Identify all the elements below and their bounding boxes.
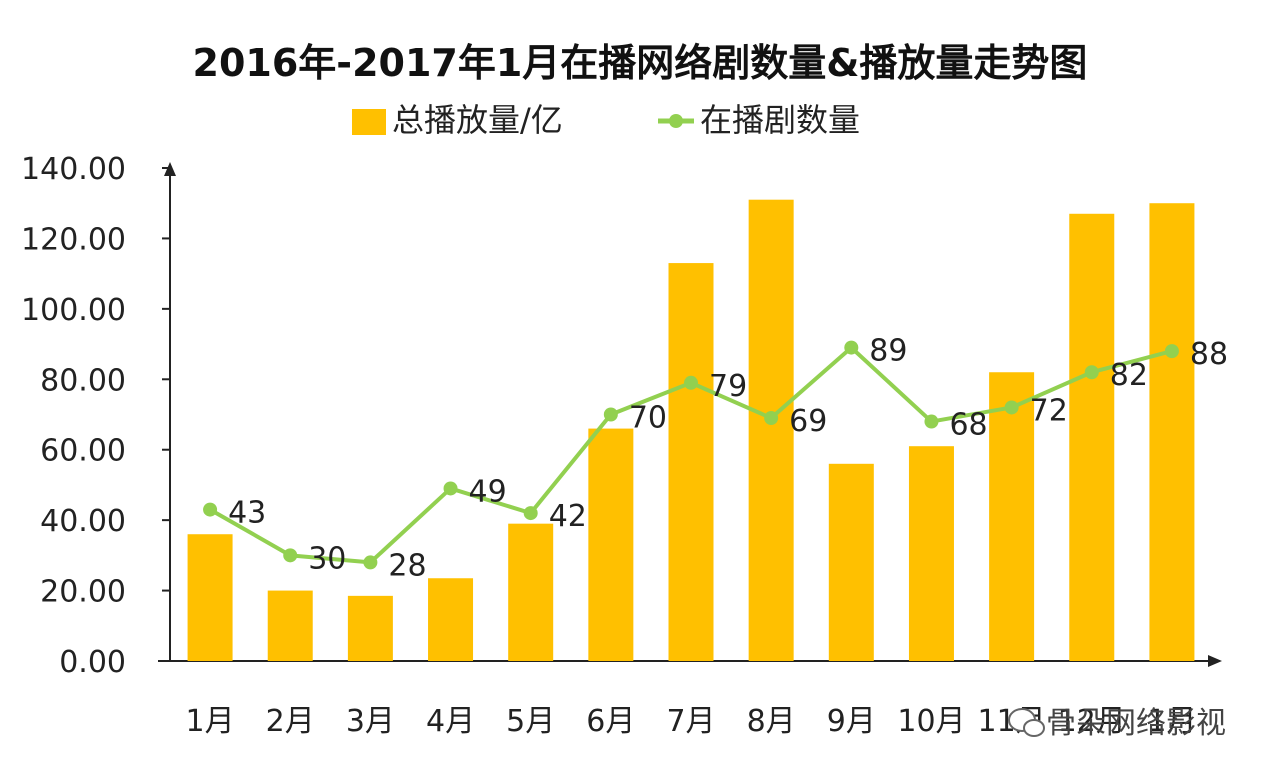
x-tick-label: 10月 <box>897 704 965 739</box>
line-point <box>924 414 939 429</box>
wechat-icon <box>1008 708 1045 737</box>
data-label: 43 <box>228 496 266 531</box>
watermark: 骨朵网络影视 <box>1008 706 1226 741</box>
bar <box>1069 213 1115 661</box>
data-label: 42 <box>549 499 587 534</box>
line-point <box>844 340 859 355</box>
bar <box>828 463 874 661</box>
y-tick-label: 140.00 <box>21 152 126 187</box>
legend: 总播放量/亿 在播剧数量 <box>352 101 860 139</box>
data-label: 30 <box>308 541 346 576</box>
bar <box>267 590 313 661</box>
chart-title: 2016年-2017年1月在播网络剧数量&播放量走势图 <box>193 41 1088 85</box>
x-tick-label: 3月 <box>346 704 395 739</box>
y-tick-label: 40.00 <box>40 504 126 539</box>
y-ticks: 0.00 20.00 40.00 60.00 80.00 100.00 120.00 140.… <box>21 152 170 680</box>
data-label: 69 <box>789 404 827 439</box>
y-tick-label: 20.00 <box>40 575 126 610</box>
line-point <box>1164 344 1179 359</box>
data-label: 28 <box>388 548 426 583</box>
line-point <box>684 375 698 390</box>
bar <box>428 578 474 661</box>
line-point <box>764 411 779 426</box>
x-tick-label: 5月 <box>506 704 555 739</box>
data-label: 79 <box>709 369 747 404</box>
watermark-text: 骨朵网络影视 <box>1046 706 1226 741</box>
y-tick-label: 0.00 <box>59 645 126 680</box>
bar <box>187 534 233 661</box>
data-label: 72 <box>1030 393 1068 428</box>
line-point <box>1004 400 1019 415</box>
x-axis-arrow <box>1208 655 1222 667</box>
data-label: 70 <box>629 401 667 436</box>
y-tick-label: 80.00 <box>40 363 126 398</box>
x-tick-label: 1月 <box>1147 704 1196 739</box>
legend-label-line: 在播剧数量 <box>700 101 860 139</box>
legend-swatch-bar <box>352 109 386 135</box>
bar <box>347 595 393 661</box>
line-point <box>523 506 538 521</box>
x-tick-label: 4月 <box>426 704 475 739</box>
data-label: 82 <box>1110 358 1148 393</box>
line-point <box>1084 365 1099 380</box>
line-point <box>443 481 458 496</box>
y-tick-label: 100.00 <box>21 293 126 328</box>
x-tick-label: 8月 <box>747 704 796 739</box>
x-tick-labels: 1月2月3月4月5月6月7月8月9月10月11月12月1月 <box>186 704 1197 739</box>
x-tick-label: 2月 <box>266 704 315 739</box>
line-series: 43 30 28 49 42 70 79 69 89 68 72 82 88 <box>203 334 1228 583</box>
bar-series <box>187 199 1195 661</box>
data-label: 88 <box>1190 337 1228 372</box>
y-tick-label: 60.00 <box>40 434 126 469</box>
line-point <box>203 502 218 517</box>
x-tick-label: 6月 <box>586 704 635 739</box>
bar <box>668 263 714 661</box>
legend-label-bar: 总播放量/亿 <box>392 101 563 139</box>
data-label: 68 <box>949 408 987 443</box>
data-label: 49 <box>469 474 507 509</box>
bar <box>1149 203 1195 661</box>
x-tick-label: 7月 <box>666 704 715 739</box>
bar <box>748 199 794 661</box>
bar <box>908 446 954 661</box>
line-point <box>363 555 378 570</box>
y-tick-label: 120.00 <box>21 222 126 257</box>
legend-marker <box>669 114 683 128</box>
x-tick-label: 12月 <box>1058 704 1126 739</box>
x-tick-label: 9月 <box>827 704 876 739</box>
bar <box>588 428 634 661</box>
x-tick-label: 1月 <box>186 704 235 739</box>
bar <box>989 372 1035 661</box>
line-point <box>283 548 298 563</box>
data-label: 89 <box>869 334 907 369</box>
line-point <box>603 407 618 422</box>
bar <box>508 523 554 661</box>
